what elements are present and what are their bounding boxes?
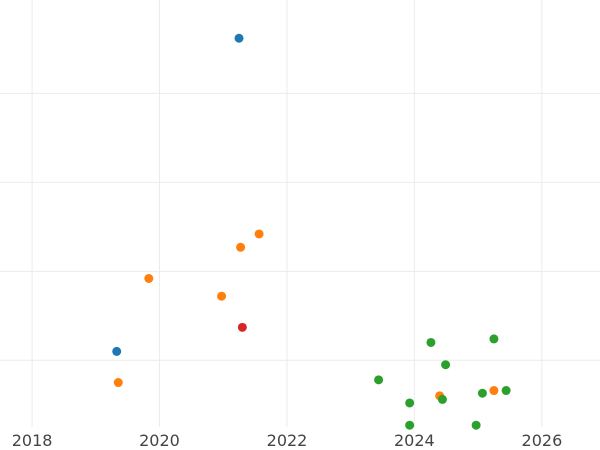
scatter-point-series-4 [374, 375, 384, 385]
scatter-point-series-2 [217, 291, 227, 301]
points-layer [112, 33, 511, 430]
x-tick-labels: 2018 2020 2022 2024 2026 [12, 431, 563, 450]
scatter-point-series-4 [405, 420, 415, 430]
x-tick-label: 2022 [267, 431, 308, 450]
grid-layer [0, 0, 600, 427]
scatter-point-series-4 [405, 398, 415, 408]
scatter-point-series-4 [441, 360, 451, 370]
scatter-point-series-4 [477, 388, 487, 398]
scatter-point-series-3 [237, 322, 247, 332]
scatter-point-series-2 [113, 378, 123, 388]
scatter-point-series-4 [426, 337, 436, 347]
scatter-point-series-2 [489, 386, 499, 396]
scatter-point-series-4 [437, 394, 447, 404]
x-tick-label: 2026 [522, 431, 563, 450]
x-tick-label: 2018 [12, 431, 53, 450]
x-tick-label: 2024 [394, 431, 435, 450]
scatter-point-series-1 [112, 346, 122, 356]
scatter-point-series-1 [234, 33, 244, 43]
scatter-point-series-4 [501, 386, 511, 396]
scatter-point-series-2 [236, 242, 246, 252]
scatter-point-series-2 [254, 229, 264, 239]
scatter-point-series-4 [489, 334, 499, 344]
scatter-point-series-4 [471, 420, 481, 430]
scatter-point-series-2 [144, 273, 154, 283]
x-tick-label: 2020 [139, 431, 180, 450]
